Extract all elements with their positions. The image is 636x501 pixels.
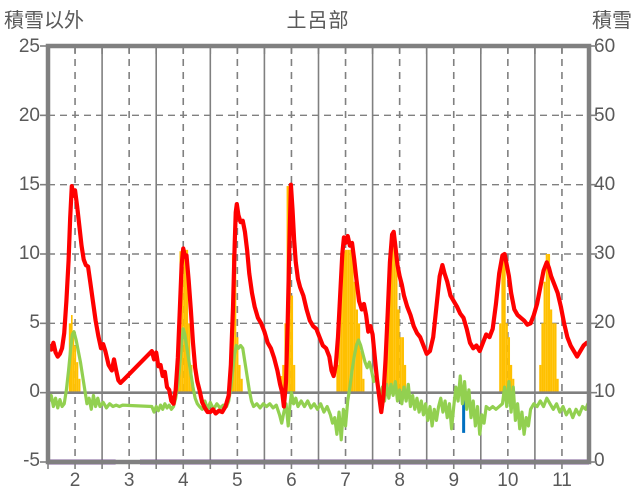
orange-bar (390, 233, 394, 393)
orange-bar (72, 334, 75, 393)
orange-bar (360, 351, 363, 393)
x-tick-10: 10 (497, 470, 519, 491)
left-tick-25: 25 (18, 36, 40, 57)
orange-bar (236, 337, 239, 393)
orange-bar (501, 254, 504, 393)
orange-bar (342, 251, 346, 393)
left-tick-15: 15 (18, 174, 40, 195)
orange-bar (357, 323, 361, 393)
orange-bar (554, 323, 557, 393)
orange-bar (362, 378, 365, 393)
x-tick-7: 7 (340, 470, 351, 491)
orange-bar (340, 254, 343, 393)
chart-title: 土呂部 (286, 10, 350, 32)
orange-bar (345, 249, 348, 393)
x-tick-3: 3 (123, 470, 135, 491)
left-tick-20: 20 (18, 105, 40, 126)
orange-bar (76, 362, 79, 393)
orange-bar (556, 378, 559, 393)
orange-bar (181, 251, 184, 393)
left-tick-0: 0 (29, 381, 40, 402)
right-tick-10: 10 (594, 381, 616, 402)
orange-bar (547, 254, 551, 393)
orange-bar (507, 337, 511, 393)
orange-bar (338, 323, 341, 393)
orange-bar (393, 233, 396, 393)
orange-bar (403, 364, 407, 393)
orange-bar (545, 254, 548, 393)
orange-bar (238, 364, 241, 393)
blue-bar (462, 396, 466, 433)
orange-bar (499, 323, 502, 393)
orange-bar (395, 254, 398, 393)
right-tick-60: 60 (594, 36, 616, 57)
right-tick-50: 50 (594, 105, 616, 126)
orange-bar (282, 364, 285, 393)
orange-bar (386, 323, 389, 393)
orange-bar (539, 364, 542, 393)
right-tick-30: 30 (594, 243, 616, 264)
x-tick-2: 2 (69, 470, 81, 491)
orange-bar (401, 337, 404, 393)
x-tick-4: 4 (177, 470, 189, 491)
orange-bar (234, 254, 237, 393)
orange-bar (183, 249, 186, 393)
x-tick-8: 8 (394, 470, 405, 491)
orange-bar (388, 254, 391, 393)
left-tick-10: 10 (18, 243, 40, 264)
orange-bar (353, 281, 356, 393)
left-axis-title: 積雪以外 (4, 10, 84, 32)
x-tick-5: 5 (232, 470, 243, 491)
orange-bar (78, 378, 81, 393)
orange-bar (552, 323, 555, 393)
orange-bar (505, 323, 508, 393)
orange-bar (70, 315, 73, 393)
left-tick-5: 5 (29, 312, 40, 333)
orange-bar (185, 249, 189, 393)
orange-bar (74, 345, 77, 393)
x-tick-9: 9 (448, 470, 460, 491)
orange-bar (550, 309, 553, 393)
x-tick-6: 6 (286, 470, 297, 491)
right-tick-20: 20 (594, 312, 616, 333)
orange-bar (503, 254, 506, 393)
orange-bar (510, 364, 513, 393)
red-series-line (48, 182, 589, 416)
orange-bar (347, 249, 350, 393)
right-axis-title: 積雪 (592, 10, 632, 32)
orange-bar (290, 295, 294, 393)
orange-bar (293, 364, 296, 393)
x-tick-11: 11 (552, 470, 572, 491)
right-tick-40: 40 (594, 174, 616, 195)
orange-bar (240, 378, 243, 393)
orange-bar (336, 364, 339, 393)
orange-bar (543, 281, 546, 393)
orange-bar (399, 337, 402, 393)
right-tick-0: 0 (594, 450, 605, 471)
left-tick-neg5: -5 (23, 450, 40, 471)
orange-bar (541, 323, 544, 393)
orange-bar (351, 251, 354, 393)
green-series-line (48, 327, 589, 442)
orange-bar (397, 309, 400, 393)
orange-bar (349, 249, 352, 393)
